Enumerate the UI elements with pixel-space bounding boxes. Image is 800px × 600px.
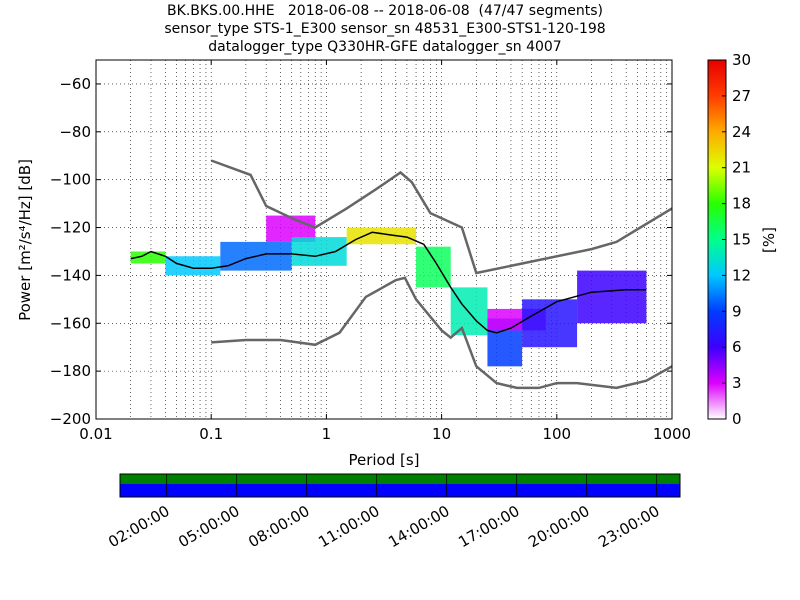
- colorbar-tick-label: 3: [732, 374, 742, 392]
- y-tick-label: −160: [50, 314, 91, 332]
- colorbar-tick-label: 12: [732, 266, 751, 284]
- colorbar-tick-label: 18: [732, 195, 751, 213]
- timeline-tick-label: 17:00:00: [455, 502, 522, 551]
- timeline-tick-label: 02:00:00: [105, 502, 172, 551]
- y-axis-label: Power [m²/s⁴/Hz] [dB]: [16, 159, 34, 321]
- timeline-tick-label: 11:00:00: [315, 502, 382, 551]
- coverage-bar: [120, 484, 680, 497]
- y-tick-label: −100: [50, 171, 91, 189]
- colorbar-tick-label: 9: [732, 302, 742, 320]
- timeline-tick-label: 20:00:00: [525, 502, 592, 551]
- y-tick-label: −200: [50, 410, 91, 428]
- colorbar-tick-label: 15: [732, 231, 751, 249]
- colorbar-tick-label: 21: [732, 159, 751, 177]
- heatmap-cell: [522, 299, 578, 348]
- y-axis-ticks: −60 −80 −100 −120 −140 −160 −180 −200: [50, 75, 672, 428]
- data-coverage-timeline: 02:00:00 05:00:00 08:00:00 11:00:00 14:00:00…: [105, 473, 681, 551]
- plot-frame: [95, 59, 673, 420]
- x-tick-label: 100: [542, 425, 571, 443]
- x-tick-label: 1000: [653, 425, 691, 443]
- heatmap-cell: [130, 251, 166, 264]
- chart-title-line-1: BK.BKS.00.HHE 2018-06-08 -- 2018-06-08 (…: [167, 3, 603, 19]
- colorbar-label: [%]: [760, 227, 778, 253]
- upper-noise-model-line: [210, 159, 673, 275]
- noise-model-curves: [130, 159, 673, 390]
- timeline-tick-label: 23:00:00: [595, 502, 662, 551]
- heatmap-cell: [416, 246, 451, 288]
- timeline-tick-label: 14:00:00: [385, 502, 452, 551]
- ppsd-heatmap: [130, 215, 647, 367]
- x-tick-label: 10: [432, 425, 451, 443]
- colorbar-tick-label: 6: [732, 338, 742, 356]
- chart-title-line-3: datalogger_type Q330HR-GFE datalogger_sn…: [208, 39, 562, 55]
- heatmap-cell: [577, 270, 647, 324]
- y-tick-label: −80: [59, 123, 91, 141]
- colorbar-tick-label: 24: [732, 123, 751, 141]
- heatmap-cell: [165, 256, 221, 276]
- heatmap-cell: [291, 237, 347, 266]
- segments-bar: [120, 474, 680, 484]
- lower-noise-model-line: [211, 276, 673, 390]
- x-axis-ticks: 0.01 0.1 1 10 100 1000: [79, 60, 691, 443]
- x-tick-label: 0.01: [79, 425, 112, 443]
- y-tick-label: −120: [50, 219, 91, 237]
- y-tick-label: −140: [50, 266, 91, 284]
- colorbar: 0 3 6 9 12 15 18 21 24 27 30: [707, 51, 751, 428]
- y-tick-label: −180: [50, 362, 91, 380]
- chart-title-line-2: sensor_type STS-1_E300 sensor_sn 48531_E…: [164, 21, 606, 37]
- timeline-tick-label: 08:00:00: [245, 502, 312, 551]
- colorbar-tick-label: 30: [732, 51, 751, 69]
- heatmap-cell: [346, 227, 417, 245]
- mean-psd-line: [130, 231, 647, 334]
- x-tick-label: 1: [322, 425, 332, 443]
- x-tick-label: 0.1: [199, 425, 223, 443]
- timeline-frame: [119, 473, 681, 498]
- timeline-tick-label: 05:00:00: [175, 502, 242, 551]
- colorbar-tick-label: 27: [732, 87, 751, 105]
- y-tick-label: −60: [59, 75, 91, 93]
- colorbar-tick-label: 0: [732, 410, 742, 428]
- x-axis-label: Period [s]: [348, 451, 419, 469]
